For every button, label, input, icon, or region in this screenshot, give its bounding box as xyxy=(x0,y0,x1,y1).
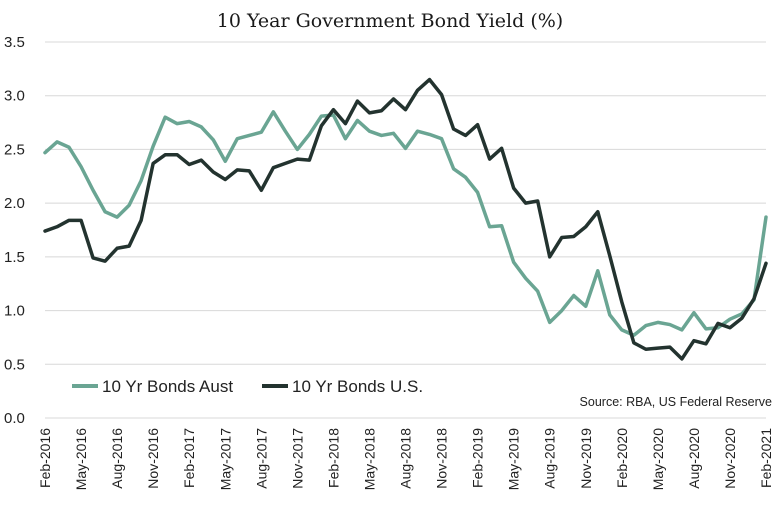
x-tick-label: Aug-2019 xyxy=(542,428,558,489)
y-tick-label: 1.0 xyxy=(4,303,25,320)
x-tick-label: May-2018 xyxy=(361,428,377,490)
x-tick-label: Nov-2017 xyxy=(289,428,305,489)
x-tick-label: Feb-2018 xyxy=(325,428,341,488)
legend-label-aust: 10 Yr Bonds Aust xyxy=(102,377,233,396)
x-tick-label: May-2017 xyxy=(217,428,233,490)
x-tick-label: Nov-2016 xyxy=(145,428,161,489)
gridlines xyxy=(45,41,766,419)
x-axis-ticks: Feb-2016 May-2016 Aug-2016 Nov-2016 Feb-2017… xyxy=(37,428,774,490)
x-tick-label: Feb-2019 xyxy=(470,428,486,488)
y-tick-label: 3.5 xyxy=(4,34,25,51)
y-tick-label: 0.0 xyxy=(4,410,25,427)
source-note: Source: RBA, US Federal Reserve xyxy=(580,395,772,409)
x-tick-label: Aug-2020 xyxy=(686,428,702,489)
y-tick-label: 1.5 xyxy=(4,249,25,266)
y-tick-label: 2.0 xyxy=(4,195,25,212)
legend-label-us: 10 Yr Bonds U.S. xyxy=(292,377,423,396)
x-tick-label: May-2019 xyxy=(506,428,522,490)
x-tick-label: Aug-2016 xyxy=(109,428,125,489)
x-tick-label: Feb-2016 xyxy=(37,428,53,488)
x-tick-label: Aug-2017 xyxy=(253,428,269,489)
x-tick-label: May-2020 xyxy=(650,428,666,490)
series-line-us xyxy=(43,77,768,361)
x-tick-label: Nov-2019 xyxy=(578,428,594,489)
y-axis-ticks: 0.0 0.5 1.0 1.5 2.0 2.5 3.0 3.5 xyxy=(4,34,25,427)
x-tick-label: May-2016 xyxy=(73,428,89,490)
x-tick-label: Feb-2020 xyxy=(614,428,630,488)
series-lines xyxy=(43,77,768,361)
x-tick-label: Nov-2020 xyxy=(722,428,738,489)
x-tick-label: Feb-2021 xyxy=(758,428,774,488)
y-tick-label: 2.5 xyxy=(4,141,25,158)
chart-title: 10 Year Government Bond Yield (%) xyxy=(217,10,563,32)
x-tick-label: Nov-2018 xyxy=(434,428,450,489)
x-tick-label: Aug-2018 xyxy=(398,428,414,489)
legend: 10 Yr Bonds Aust 10 Yr Bonds U.S. xyxy=(72,377,423,396)
x-tick-label: Feb-2017 xyxy=(181,428,197,488)
y-tick-label: 0.5 xyxy=(4,356,25,373)
y-tick-label: 3.0 xyxy=(4,88,25,105)
series-line-aust xyxy=(43,110,768,338)
